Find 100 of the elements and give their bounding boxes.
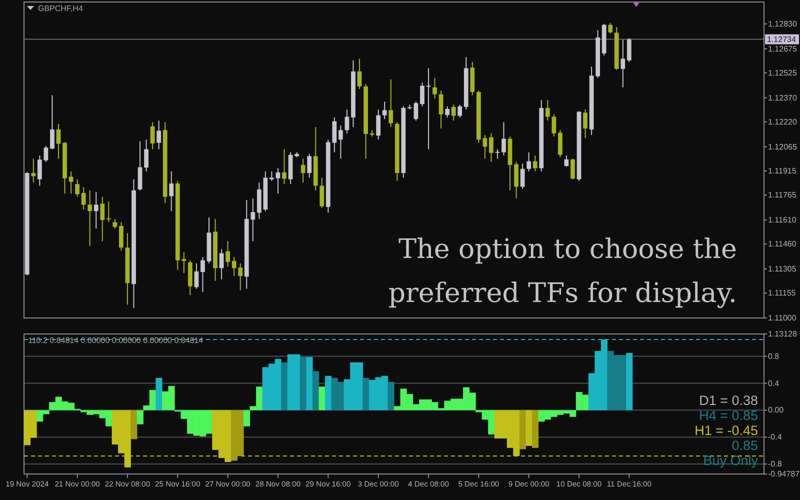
y-tick-label: 1.12675 (768, 44, 798, 54)
candlestick (50, 94, 54, 150)
y-tick-label: 1.11915 (768, 166, 797, 176)
candlestick (420, 82, 424, 107)
candlestick (94, 191, 98, 229)
y-tick-label: 1.11765 (768, 190, 797, 200)
candlestick (44, 146, 48, 162)
ref-line-label: 1.12734 (767, 34, 796, 44)
bar (626, 352, 633, 410)
y-tick-label: -0.8 (768, 460, 782, 469)
bar (300, 356, 307, 410)
candlestick (451, 104, 456, 122)
bar (388, 382, 394, 410)
candlestick (300, 158, 306, 184)
candlestick (520, 163, 525, 190)
candlestick (558, 130, 562, 158)
annotation: H1 = -0.45 (694, 423, 758, 438)
candlestick (532, 155, 538, 172)
candlestick (112, 218, 118, 229)
bar (519, 410, 526, 450)
candlestick (106, 200, 111, 223)
candlestick (382, 101, 387, 120)
bar (362, 378, 370, 410)
candlestick (570, 158, 575, 180)
candlestick (138, 140, 142, 191)
candlestick (75, 178, 80, 198)
y-tick-label: 1.11610 (768, 216, 797, 225)
candlestick (226, 240, 230, 268)
candlestick (564, 155, 569, 168)
annotation: H4 = 0.85 (699, 408, 758, 423)
candlestick (270, 170, 274, 182)
candlestick (194, 262, 199, 290)
y-tick-label: 1.12220 (768, 117, 798, 126)
candlestick (37, 155, 42, 186)
candlestick (200, 256, 205, 292)
candlestick (144, 139, 148, 172)
candlestick (583, 109, 588, 139)
y-tick-label: 1.11460 (768, 240, 797, 249)
candlestick (414, 101, 418, 122)
candlestick (620, 39, 626, 88)
y-tick-label: 1.12065 (768, 142, 798, 152)
annotation: 0.85 (732, 438, 758, 453)
y-tick-label: 1.12830 (768, 19, 798, 28)
candlestick (150, 122, 155, 150)
candlestick (545, 100, 550, 122)
candlestick (100, 196, 105, 242)
candlestick (489, 132, 494, 162)
candlestick (88, 190, 92, 246)
candlestick (502, 122, 506, 156)
candlestick (119, 222, 124, 252)
bar (526, 410, 532, 446)
y-tick-label: 1.11305 (768, 264, 797, 274)
bar (281, 362, 288, 410)
candlestick (276, 168, 280, 194)
bar (318, 386, 326, 410)
y-tick-label: -0.94787 (768, 470, 800, 479)
candlestick (458, 104, 462, 118)
candlestick (552, 114, 556, 138)
bar (130, 410, 138, 440)
candlestick (188, 260, 192, 296)
y-tick-label: 1.13128 (768, 330, 798, 339)
candlestick (169, 170, 174, 212)
candlestick (376, 109, 381, 140)
candlestick (432, 77, 437, 99)
bar (325, 376, 332, 410)
candlestick (307, 153, 312, 178)
y-tick-label: 1.12525 (768, 68, 798, 78)
bar (532, 410, 539, 448)
candlestick (445, 106, 450, 118)
candlestick (357, 58, 362, 90)
candlestick (68, 170, 74, 194)
y-tick-label: 0.4 (768, 378, 780, 388)
chart-title: GBPCHF,H4 (38, 4, 84, 13)
candlestick (338, 124, 343, 160)
candlestick (31, 158, 36, 184)
y-tick-label: 1.12370 (768, 93, 798, 102)
annotation: D1 = 0.38 (699, 393, 758, 408)
annotation: Buy Only (703, 453, 758, 468)
y-tick-label: -0.4 (768, 432, 782, 442)
candlestick (514, 161, 518, 199)
bar (312, 371, 320, 410)
candlestick (156, 120, 162, 150)
bar (306, 356, 313, 410)
chart-title: 110.2 0.84814 0.00000 0.00000 0.00000 0.84814 (28, 336, 204, 345)
y-tick-label: 1.11000 (768, 314, 797, 323)
bar (243, 410, 250, 426)
candlestick (219, 248, 224, 280)
candlestick (320, 177, 324, 208)
bar (156, 378, 162, 410)
annotation: The option to choose the preferred TFs for display. (388, 234, 737, 309)
y-tick-label: 0.8 (768, 352, 780, 361)
candlestick (388, 78, 394, 128)
y-tick-label: 1.11155 (768, 288, 796, 298)
candlestick (81, 186, 86, 210)
candlestick (438, 90, 444, 129)
candlestick (626, 38, 632, 62)
candlestick (282, 148, 286, 185)
candlestick (526, 152, 532, 172)
candlestick (56, 123, 61, 160)
candlestick (608, 22, 613, 34)
